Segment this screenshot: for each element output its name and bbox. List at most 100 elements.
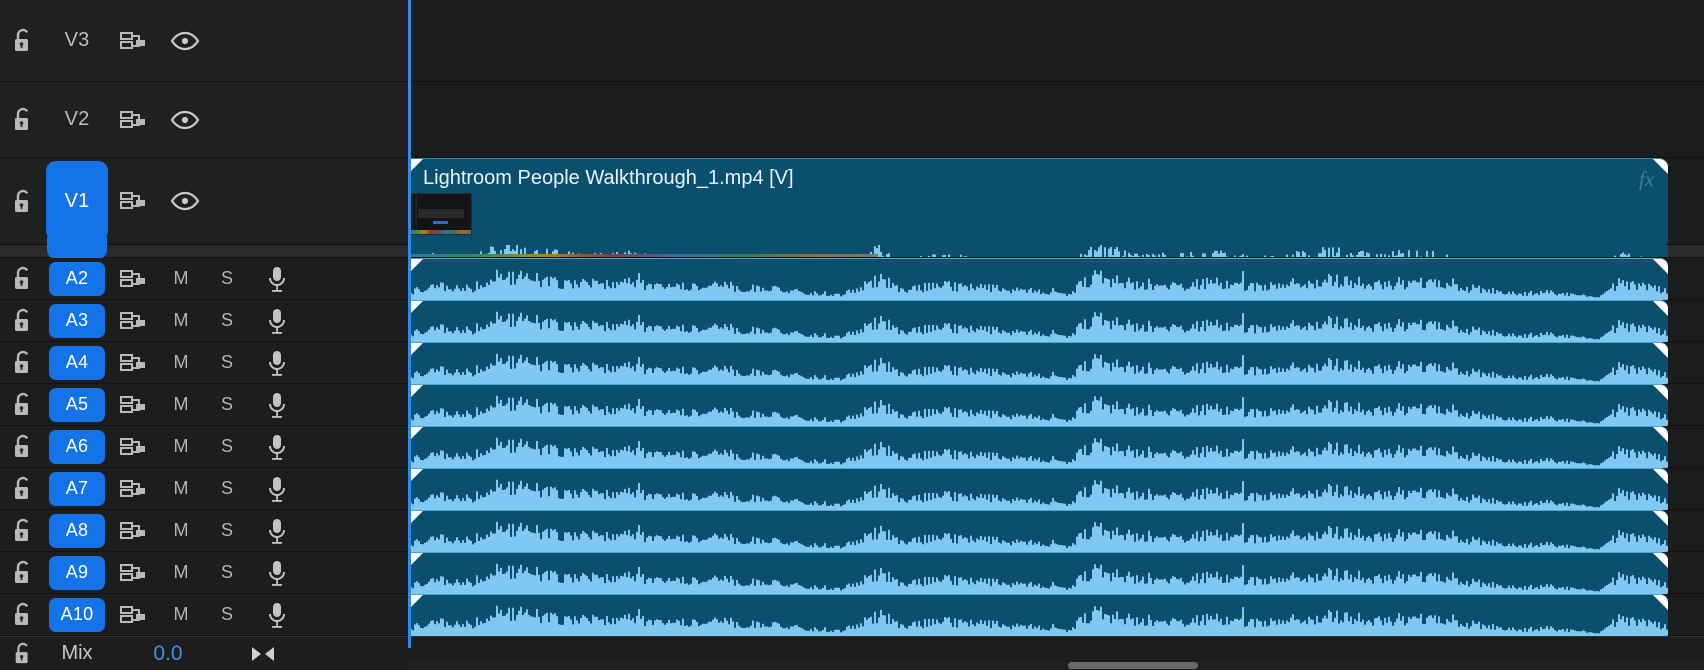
mute-button-a2[interactable]: M [173,268,189,288]
lane-a7[interactable] [408,468,1704,510]
sync-lock-icon-a4[interactable] [108,353,158,373]
audio-clip-a10[interactable] [408,594,1668,636]
audio-clip-a7[interactable] [408,468,1668,510]
sync-lock-icon-v1[interactable] [108,191,158,211]
track-name-cell-a5[interactable]: A5 [46,387,108,422]
timeline-lanes[interactable]: Lightroom People Walkthrough_1.mp4 [V] f… [408,0,1704,670]
track-header-a9[interactable]: A9 M S [0,552,408,594]
sync-lock-icon-a3[interactable] [108,311,158,331]
lock-toggle-mix[interactable] [0,641,46,666]
lane-a3[interactable] [408,300,1704,342]
track-name-cell-v2[interactable]: V2 [46,93,108,147]
mute-button-a6[interactable]: M [173,436,189,456]
track-name-cell-a3[interactable]: A3 [46,303,108,338]
sync-lock-icon-a5[interactable] [108,395,158,415]
solo-button-a4[interactable]: S [220,352,233,372]
track-header-a3[interactable]: A3 M S [0,300,408,342]
voice-record-icon-a9[interactable] [250,560,304,586]
lock-toggle-a8[interactable] [0,517,46,544]
scrollbar-thumb[interactable] [1068,662,1198,669]
lock-toggle-a3[interactable] [0,307,46,334]
mute-button-a4[interactable]: M [173,352,189,372]
lane-a10[interactable] [408,594,1704,636]
voice-record-icon-a8[interactable] [250,518,304,544]
voice-record-icon-a6[interactable] [250,434,304,460]
audio-clip-a5[interactable] [408,384,1668,426]
lane-a6[interactable] [408,426,1704,468]
mute-button-a10[interactable]: M [173,604,189,624]
track-name-cell-a7[interactable]: A7 [46,471,108,506]
lane-v1[interactable]: Lightroom People Walkthrough_1.mp4 [V] f… [408,158,1704,245]
lock-toggle-a5[interactable] [0,391,46,418]
horizontal-scrollbar[interactable] [408,661,1704,670]
voice-record-icon-a4[interactable] [250,350,304,376]
voice-record-icon-a10[interactable] [250,602,304,628]
track-name-cell-a4[interactable]: A4 [46,345,108,380]
audio-clip-a3[interactable] [408,300,1668,342]
lock-toggle-a6[interactable] [0,433,46,460]
track-header-a2[interactable]: A2 M S [0,258,408,300]
sync-lock-icon-a8[interactable] [108,521,158,541]
lock-toggle-v1[interactable] [0,188,46,215]
mute-button-a3[interactable]: M [173,310,189,330]
lane-v3[interactable] [408,0,1704,82]
audio-clip-a8[interactable] [408,510,1668,552]
track-header-a1-partial[interactable] [0,237,408,259]
lock-toggle-a7[interactable] [0,475,46,502]
lane-a5[interactable] [408,384,1704,426]
sync-lock-icon-a9[interactable] [108,563,158,583]
playhead[interactable] [408,0,411,648]
toggle-track-output-v3[interactable] [158,31,212,51]
solo-button-a3[interactable]: S [220,310,233,330]
solo-button-a6[interactable]: S [220,436,233,456]
sync-lock-icon-a2[interactable] [108,269,158,289]
lock-toggle-a9[interactable] [0,559,46,586]
mute-button-a5[interactable]: M [173,394,189,414]
track-name-cell-a9[interactable]: A9 [46,555,108,590]
lane-a2[interactable] [408,258,1704,300]
video-clip-lightroom-walkthrough[interactable]: Lightroom People Walkthrough_1.mp4 [V] f… [408,158,1668,245]
track-name-cell-v1[interactable]: V1 [46,161,108,241]
sync-lock-icon-v2[interactable] [108,110,158,130]
voice-record-icon-a2[interactable] [250,266,304,292]
track-header-a6[interactable]: A6 M S [0,426,408,468]
lane-v2[interactable] [408,82,1704,158]
lock-toggle-a2[interactable] [0,265,46,292]
lock-toggle-a10[interactable] [0,601,46,628]
lock-toggle-a4[interactable] [0,349,46,376]
track-name-cell-a8[interactable]: A8 [46,513,108,548]
lane-a9[interactable] [408,552,1704,594]
clip-trim-handle-right[interactable] [1653,159,1668,174]
audio-clip-a1-partial[interactable] [408,245,1668,257]
track-name-cell-a1[interactable] [46,237,108,259]
audio-clip-a4[interactable] [408,342,1668,384]
track-name-cell-v3[interactable]: V3 [46,14,108,68]
track-name-cell-a6[interactable]: A6 [46,429,108,464]
lane-a4[interactable] [408,342,1704,384]
track-header-a8[interactable]: A8 M S [0,510,408,552]
voice-record-icon-a3[interactable] [250,308,304,334]
track-header-a10[interactable]: A10 M S [0,594,408,636]
pan-balance-icon[interactable] [228,645,298,663]
solo-button-a10[interactable]: S [220,604,233,624]
solo-button-a5[interactable]: S [220,394,233,414]
track-header-a4[interactable]: A4 M S [0,342,408,384]
toggle-track-output-v2[interactable] [158,110,212,130]
mix-level-value[interactable]: 0.0 [153,641,183,665]
sync-lock-icon-a6[interactable] [108,437,158,457]
mute-button-a8[interactable]: M [173,520,189,540]
voice-record-icon-a5[interactable] [250,392,304,418]
track-name-cell-a2[interactable]: A2 [46,261,108,296]
mute-button-a9[interactable]: M [173,562,189,582]
mute-button-a7[interactable]: M [173,478,189,498]
track-name-cell-a10[interactable]: A10 [46,597,108,632]
audio-clip-a6[interactable] [408,426,1668,468]
sync-lock-icon-v3[interactable] [108,31,158,51]
track-header-v2[interactable]: V2 [0,82,408,158]
audio-clip-a2[interactable] [408,258,1668,300]
track-header-a5[interactable]: A5 M S [0,384,408,426]
solo-button-a8[interactable]: S [220,520,233,540]
lock-toggle-v2[interactable] [0,106,46,133]
track-header-v1[interactable]: V1 [0,158,408,245]
lock-toggle-v3[interactable] [0,27,46,54]
